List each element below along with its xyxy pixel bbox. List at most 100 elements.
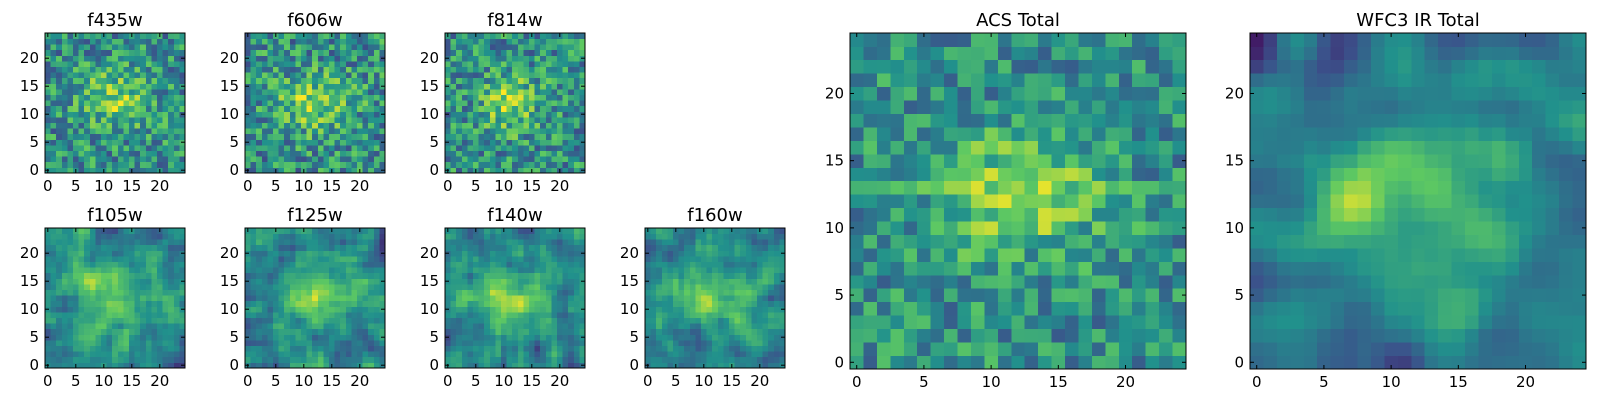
heatmap-cell [695, 256, 702, 262]
heatmap-cell [329, 256, 335, 262]
heatmap-cell [312, 362, 319, 369]
heatmap-cell [151, 66, 158, 73]
heatmap-cell [145, 228, 152, 234]
heatmap-cell [329, 128, 335, 135]
heatmap-cell [734, 295, 741, 302]
heatmap-cell [117, 261, 124, 268]
heatmap-cell [695, 278, 702, 285]
heatmap-cell [876, 315, 891, 330]
heatmap-cell [545, 150, 552, 157]
heatmap-cell [684, 340, 691, 346]
heatmap-cell [656, 317, 663, 324]
heatmap-cell [1159, 180, 1173, 195]
heatmap-cell [562, 278, 569, 285]
heatmap-cell [523, 228, 530, 234]
heatmap-cell [579, 239, 586, 246]
heatmap-cell [745, 239, 752, 246]
heatmap-cell [579, 244, 586, 251]
heatmap-cell [179, 89, 186, 95]
heatmap-cell [134, 250, 141, 257]
heatmap-cell [267, 272, 274, 279]
heatmap-cell [473, 295, 479, 302]
x-tick-label: 10 [94, 177, 113, 195]
heatmap-cell [134, 117, 141, 123]
heatmap-cell [162, 295, 169, 302]
heatmap-cell [545, 239, 552, 246]
heatmap-cell [473, 323, 479, 330]
heatmap-cell [695, 272, 702, 279]
heatmap-cell [368, 328, 375, 335]
heatmap-cell [250, 239, 257, 246]
heatmap-cell [312, 150, 319, 157]
heatmap-cell [540, 284, 547, 290]
heatmap-cell [329, 61, 335, 67]
heatmap-cell [540, 77, 547, 84]
heatmap-cell [957, 342, 972, 356]
heatmap-cell [484, 61, 491, 67]
heatmap-cell [373, 228, 380, 234]
heatmap-cell [678, 233, 685, 240]
heatmap-cell [157, 278, 163, 285]
heatmap-cell [517, 289, 524, 296]
heatmap-cell [145, 49, 152, 56]
heatmap-cell [273, 356, 279, 363]
heatmap-cell [162, 105, 169, 112]
heatmap-cell [661, 312, 668, 318]
heatmap-cell [78, 289, 85, 296]
heatmap-cell [362, 139, 369, 146]
heatmap-cell [261, 300, 268, 307]
heatmap-cell [540, 145, 547, 151]
heatmap-cell [517, 351, 524, 358]
heatmap-cell [273, 133, 279, 140]
heatmap-cell [450, 295, 457, 302]
heatmap-cell [89, 228, 96, 234]
heatmap-cell [78, 267, 85, 274]
heatmap-cell [334, 328, 341, 335]
heatmap-cell [50, 261, 57, 268]
heatmap-cell [678, 250, 685, 257]
heatmap-cell [340, 328, 347, 335]
heatmap-cell [661, 334, 668, 341]
heatmap-cell [506, 351, 513, 358]
heatmap-cell [323, 351, 330, 358]
heatmap-cell [78, 312, 85, 318]
heatmap-cell [89, 83, 96, 90]
heatmap-cell [467, 44, 474, 51]
heatmap-cell [345, 150, 352, 157]
heatmap-cell [545, 250, 552, 257]
heatmap-cell [484, 105, 491, 112]
heatmap-cell [373, 133, 380, 140]
heatmap-cell [478, 233, 485, 240]
heatmap-cell [329, 250, 335, 257]
heatmap-cell [779, 244, 786, 251]
heatmap-cell [684, 312, 691, 318]
heatmap-cell [562, 139, 569, 146]
heatmap-cell [723, 300, 730, 307]
y-tick-label: 10 [420, 105, 439, 123]
heatmap-cell [545, 94, 552, 101]
heatmap-cell [734, 261, 741, 268]
heatmap-cell [357, 272, 363, 279]
heatmap-cell [278, 61, 285, 67]
heatmap-cell [1091, 261, 1106, 276]
x-tick-label: 20 [150, 177, 169, 195]
heatmap-cell [289, 340, 296, 346]
heatmap-cell [162, 267, 169, 274]
heatmap-cell [50, 38, 57, 45]
heatmap-cell [89, 312, 96, 318]
heatmap-cell [351, 267, 358, 274]
heatmap-cell [340, 105, 347, 112]
heatmap-cell [140, 340, 147, 346]
heatmap-cell [117, 89, 124, 95]
heatmap-cell [67, 362, 74, 369]
heatmap-cell [512, 33, 519, 39]
heatmap-cell [245, 295, 251, 302]
heatmap-cell [145, 362, 152, 369]
heatmap-cell [61, 83, 68, 90]
heatmap-cell [557, 83, 563, 90]
heatmap-cell [256, 239, 263, 246]
heatmap-cell [145, 61, 152, 67]
heatmap-cell [101, 150, 107, 157]
heatmap-cell [368, 38, 375, 45]
heatmap-cell [701, 239, 707, 246]
